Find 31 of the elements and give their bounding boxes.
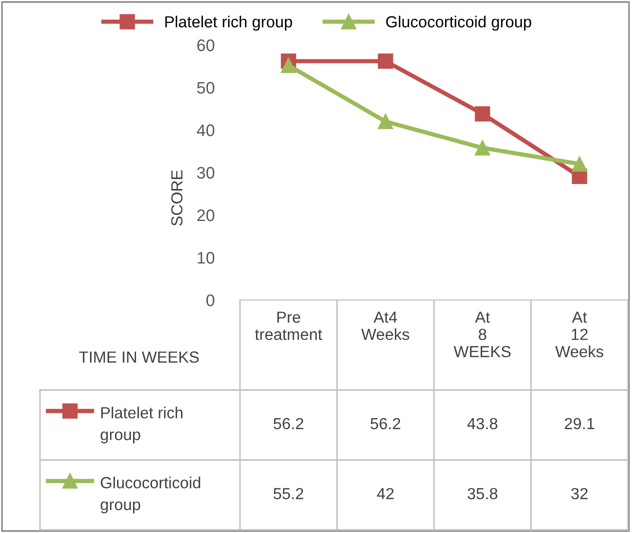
y-tick-label: 40 xyxy=(196,124,214,136)
x-tick-label: At4 Weeks xyxy=(361,312,410,340)
y-axis-title: SCORE xyxy=(171,170,183,226)
y-tick-label: 10 xyxy=(198,252,214,264)
legend-label: Glucocorticoid group xyxy=(386,16,532,31)
y-tick-label: 30 xyxy=(197,166,214,179)
point xyxy=(474,140,490,156)
point xyxy=(572,156,588,172)
point xyxy=(378,114,394,130)
y-tick-label: 60 xyxy=(197,39,214,52)
x-axis-title: TIME IN WEEKS xyxy=(79,351,199,363)
data-label: 29.1 xyxy=(564,418,594,430)
data-label: 55.2 xyxy=(274,488,304,500)
text: Platelet rich group xyxy=(100,406,182,444)
x-tick-label: Pre treatment xyxy=(255,312,322,340)
data-label: 56.2 xyxy=(370,418,400,430)
data-label: 35.8 xyxy=(468,488,498,500)
y-tick-label: 0 xyxy=(206,294,214,306)
legend-label: Platelet rich group xyxy=(165,16,292,31)
point xyxy=(378,54,394,69)
y-tick-label: 20 xyxy=(197,209,214,222)
y-tick-label: 50 xyxy=(197,82,214,94)
text: Glucocorticoid group xyxy=(100,476,200,514)
data-label: 56.2 xyxy=(274,418,304,430)
data-label: 32 xyxy=(571,488,588,500)
x-tick-label: At 12 Weeks xyxy=(555,312,604,358)
point xyxy=(280,58,296,74)
data-label: 42 xyxy=(376,488,394,500)
point xyxy=(474,106,490,122)
data-label: 43.8 xyxy=(467,418,498,430)
x-tick-label: At 8 WEEKS xyxy=(454,312,511,358)
